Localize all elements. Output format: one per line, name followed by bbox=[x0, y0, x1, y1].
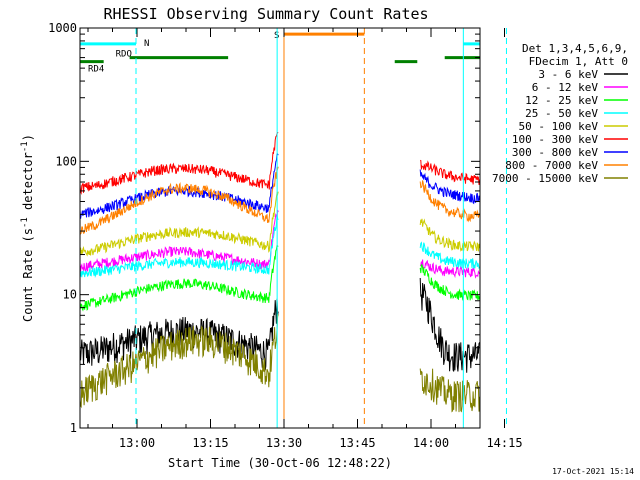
y-tick-label: 1 bbox=[70, 421, 77, 435]
y-axis-label-sup1: -1 bbox=[20, 217, 30, 228]
y-tick-label: 10 bbox=[63, 288, 77, 302]
y-axis-label-mid: detector bbox=[21, 152, 35, 217]
series-line-post bbox=[419, 259, 480, 279]
legend-entry-label: 7000 - 15000 keV bbox=[492, 172, 598, 185]
x-tick-label: 13:00 bbox=[119, 436, 155, 450]
series-line-pre bbox=[80, 314, 279, 409]
legend-header-1: Det 1,3,4,5,6,9, bbox=[522, 42, 628, 55]
x-tick-label: 13:45 bbox=[339, 436, 375, 450]
series-line-pre bbox=[80, 245, 279, 312]
series-layer bbox=[80, 131, 480, 413]
band-label: RDO bbox=[116, 50, 132, 60]
series-line-pre bbox=[80, 209, 279, 273]
series-line-pre bbox=[80, 214, 279, 278]
footer-timestamp: 17-Oct-2021 15:14 bbox=[552, 467, 634, 476]
band-label: N bbox=[144, 39, 149, 49]
series-line-post bbox=[419, 264, 480, 301]
legend-entry-label: 6 - 12 keV bbox=[532, 81, 599, 94]
series-line-post bbox=[420, 159, 480, 185]
plot-frame bbox=[79, 27, 481, 429]
series-line-post bbox=[419, 169, 480, 205]
y-axis-label-sup2: -1 bbox=[20, 141, 30, 152]
y-axis-label-end: ) bbox=[21, 134, 35, 141]
y-tick-label: 1000 bbox=[48, 21, 77, 35]
series-line-post bbox=[419, 180, 480, 223]
series-line-post bbox=[419, 277, 480, 373]
chart-title: RHESSI Observing Summary Count Rates bbox=[103, 5, 428, 23]
series-line-pre bbox=[80, 166, 279, 235]
legend-entry-label: 800 - 7000 keV bbox=[505, 159, 598, 172]
vline-layer bbox=[135, 28, 507, 428]
legend-entry-label: 12 - 25 keV bbox=[525, 94, 598, 107]
series-line-post bbox=[419, 218, 480, 252]
series-line-pre bbox=[80, 131, 279, 195]
legend-header-2: FDecim 1, Att 0 bbox=[529, 55, 628, 68]
legend-entry-label: 3 - 6 keV bbox=[538, 68, 598, 81]
x-tick-label: 13:15 bbox=[192, 436, 228, 450]
x-tick-label: 14:15 bbox=[486, 436, 522, 450]
x-tick-label: 13:30 bbox=[266, 436, 302, 450]
legend: Det 1,3,4,5,6,9, FDecim 1, Att 0 3 - 6 k… bbox=[492, 42, 628, 185]
legend-entry-label: 300 - 800 keV bbox=[512, 146, 598, 159]
y-axis-label-main: Count Rate (s bbox=[21, 228, 35, 322]
y-tick-label: 100 bbox=[55, 154, 77, 168]
series-line-post bbox=[419, 241, 480, 270]
legend-entry-label: 100 - 300 keV bbox=[512, 133, 598, 146]
y-axis-label: Count Rate (s-1 detector-1) bbox=[20, 134, 35, 322]
x-axis-label: Start Time (30-Oct-06 12:48:22) bbox=[168, 456, 392, 470]
x-tick-label: 14:00 bbox=[413, 436, 449, 450]
axes-layer: 1 10 100 1000 13:00 13:15 13:30 13:45 14:00 14:15 bbox=[48, 21, 522, 450]
legend-entry-label: 25 - 50 keV bbox=[525, 107, 598, 120]
legend-entry-label: 50 - 100 keV bbox=[519, 120, 599, 133]
series-line-post bbox=[419, 368, 480, 413]
band-label: RD4 bbox=[88, 65, 104, 75]
series-line-pre bbox=[80, 191, 279, 257]
